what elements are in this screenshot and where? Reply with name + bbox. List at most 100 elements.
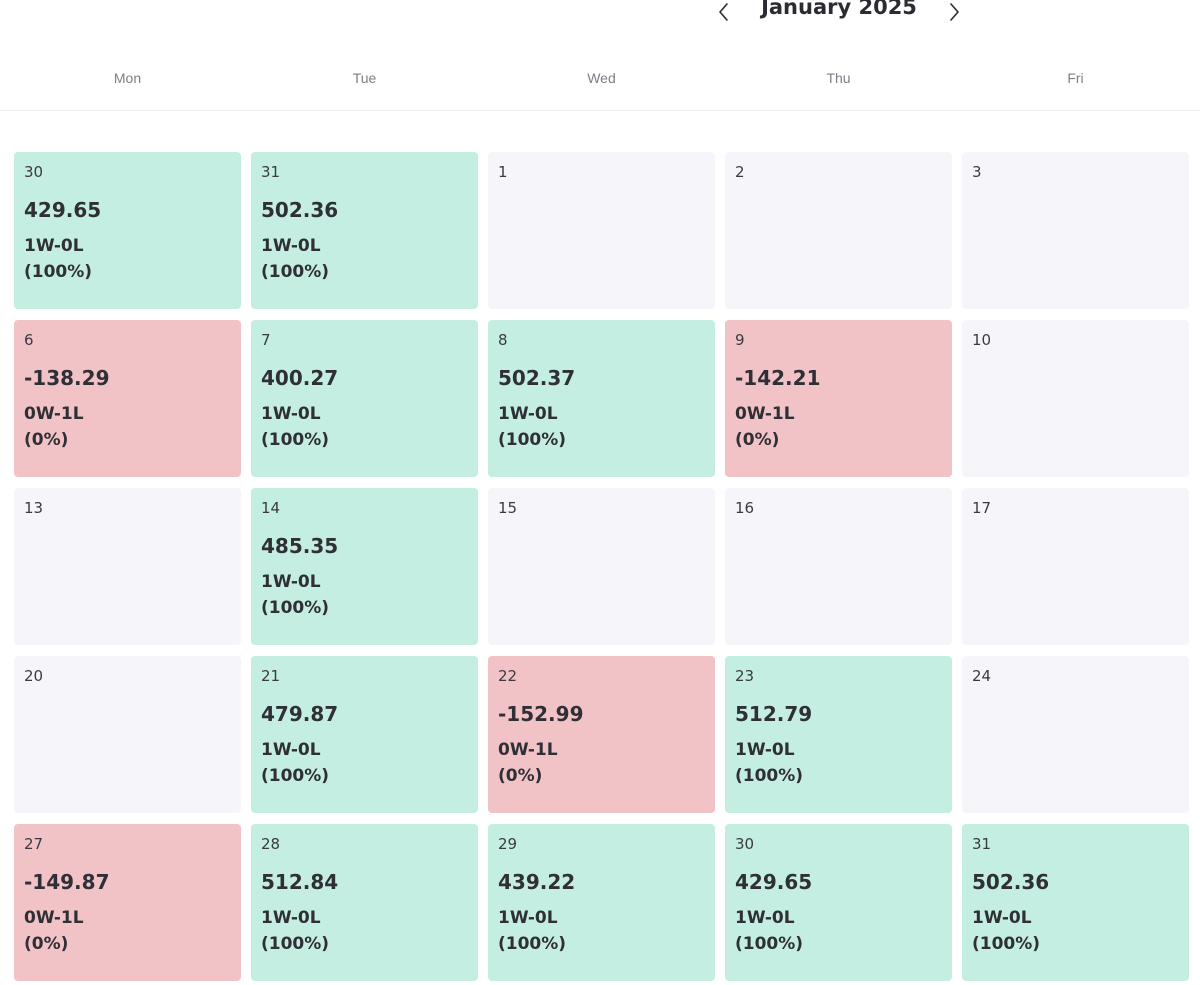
day-cell[interactable]: 20 xyxy=(14,656,241,813)
win-loss-record: 0W-1L xyxy=(735,404,795,424)
daily-pnl: -152.99 xyxy=(498,702,584,726)
win-loss-record: 1W-0L xyxy=(24,236,84,256)
win-rate: (100%) xyxy=(261,262,330,282)
win-rate: (100%) xyxy=(261,430,330,450)
weekday-label-tue: Tue xyxy=(352,70,377,86)
win-loss-record: 1W-0L xyxy=(261,236,321,256)
daily-pnl: 479.87 xyxy=(261,702,339,726)
day-cell[interactable]: 8 502.37 1W-0L (100%) xyxy=(488,320,715,477)
day-cell[interactable]: 31 502.36 1W-0L (100%) xyxy=(251,152,478,309)
day-cell[interactable]: 17 xyxy=(962,488,1189,645)
day-number: 1 xyxy=(498,163,508,181)
day-cell[interactable]: 16 xyxy=(725,488,952,645)
weekday-label-thu: Thu xyxy=(826,70,851,86)
win-rate: (100%) xyxy=(498,430,567,450)
day-cell[interactable]: 15 xyxy=(488,488,715,645)
win-loss-record: 1W-0L xyxy=(261,740,321,760)
day-cell[interactable]: 30 429.65 1W-0L (100%) xyxy=(725,824,952,981)
day-number: 8 xyxy=(498,331,508,349)
day-number: 30 xyxy=(24,163,44,181)
day-cell[interactable]: 9 -142.21 0W-1L (0%) xyxy=(725,320,952,477)
daily-pnl: 485.35 xyxy=(261,534,339,558)
win-rate: (0%) xyxy=(24,430,69,450)
day-cell[interactable]: 13 xyxy=(14,488,241,645)
day-number: 31 xyxy=(261,163,281,181)
day-number: 10 xyxy=(972,331,992,349)
day-number: 7 xyxy=(261,331,271,349)
previous-month-button[interactable] xyxy=(712,0,736,24)
win-rate: (100%) xyxy=(261,598,330,618)
win-loss-record: 0W-1L xyxy=(24,908,84,928)
day-number: 29 xyxy=(498,835,518,853)
win-rate: (100%) xyxy=(972,934,1041,954)
win-rate: (100%) xyxy=(24,262,93,282)
win-rate: (0%) xyxy=(24,934,69,954)
daily-pnl: 512.79 xyxy=(735,702,813,726)
day-cell[interactable]: 3 xyxy=(962,152,1189,309)
day-number: 16 xyxy=(735,499,755,517)
day-number: 17 xyxy=(972,499,992,517)
month-title: January 2025 xyxy=(761,0,917,19)
daily-pnl: -138.29 xyxy=(24,366,110,390)
day-cell[interactable]: 10 xyxy=(962,320,1189,477)
daily-pnl: 512.84 xyxy=(261,870,339,894)
day-number: 13 xyxy=(24,499,44,517)
month-navigation: January 2025 xyxy=(0,0,1200,24)
day-number: 27 xyxy=(24,835,44,853)
win-rate: (0%) xyxy=(498,766,543,786)
day-number: 24 xyxy=(972,667,992,685)
day-cell[interactable]: 31 502.36 1W-0L (100%) xyxy=(962,824,1189,981)
weekday-label-fri: Fri xyxy=(1067,70,1084,86)
day-number: 22 xyxy=(498,667,518,685)
daily-pnl: 502.37 xyxy=(498,366,576,390)
weekday-label-wed: Wed xyxy=(587,70,616,86)
win-loss-record: 1W-0L xyxy=(735,908,795,928)
win-loss-record: 1W-0L xyxy=(498,908,558,928)
day-cell[interactable]: 30 429.65 1W-0L (100%) xyxy=(14,152,241,309)
weekday-header: Mon Tue Wed Thu Fri xyxy=(0,70,1200,90)
day-cell[interactable]: 27 -149.87 0W-1L (0%) xyxy=(14,824,241,981)
day-cell[interactable]: 23 512.79 1W-0L (100%) xyxy=(725,656,952,813)
day-cell[interactable]: 28 512.84 1W-0L (100%) xyxy=(251,824,478,981)
win-loss-record: 1W-0L xyxy=(261,404,321,424)
daily-pnl: 400.27 xyxy=(261,366,339,390)
daily-pnl: -149.87 xyxy=(24,870,110,894)
day-number: 21 xyxy=(261,667,281,685)
day-cell[interactable]: 29 439.22 1W-0L (100%) xyxy=(488,824,715,981)
day-cell[interactable]: 7 400.27 1W-0L (100%) xyxy=(251,320,478,477)
day-number: 31 xyxy=(972,835,992,853)
day-cell[interactable]: 24 xyxy=(962,656,1189,813)
daily-pnl: 502.36 xyxy=(261,198,339,222)
win-rate: (100%) xyxy=(735,766,804,786)
win-rate: (0%) xyxy=(735,430,780,450)
win-rate: (100%) xyxy=(261,934,330,954)
next-month-button[interactable] xyxy=(942,0,966,24)
daily-pnl: 502.36 xyxy=(972,870,1050,894)
win-loss-record: 1W-0L xyxy=(498,404,558,424)
day-cell[interactable]: 2 xyxy=(725,152,952,309)
day-number: 15 xyxy=(498,499,518,517)
day-cell[interactable]: 14 485.35 1W-0L (100%) xyxy=(251,488,478,645)
win-rate: (100%) xyxy=(735,934,804,954)
win-rate: (100%) xyxy=(261,766,330,786)
weekday-label-mon: Mon xyxy=(113,70,142,86)
day-cell[interactable]: 1 xyxy=(488,152,715,309)
day-cell[interactable]: 21 479.87 1W-0L (100%) xyxy=(251,656,478,813)
day-number: 9 xyxy=(735,331,745,349)
day-number: 6 xyxy=(24,331,34,349)
day-number: 14 xyxy=(261,499,281,517)
day-cell[interactable]: 22 -152.99 0W-1L (0%) xyxy=(488,656,715,813)
win-loss-record: 1W-0L xyxy=(261,572,321,592)
win-loss-record: 1W-0L xyxy=(735,740,795,760)
header-divider xyxy=(0,110,1200,111)
daily-pnl: 429.65 xyxy=(735,870,813,894)
day-number: 3 xyxy=(972,163,982,181)
daily-pnl: 429.65 xyxy=(24,198,102,222)
chevron-left-icon xyxy=(719,3,728,21)
daily-pnl: 439.22 xyxy=(498,870,576,894)
win-loss-record: 1W-0L xyxy=(972,908,1032,928)
win-loss-record: 0W-1L xyxy=(498,740,558,760)
day-number: 30 xyxy=(735,835,755,853)
day-cell[interactable]: 6 -138.29 0W-1L (0%) xyxy=(14,320,241,477)
